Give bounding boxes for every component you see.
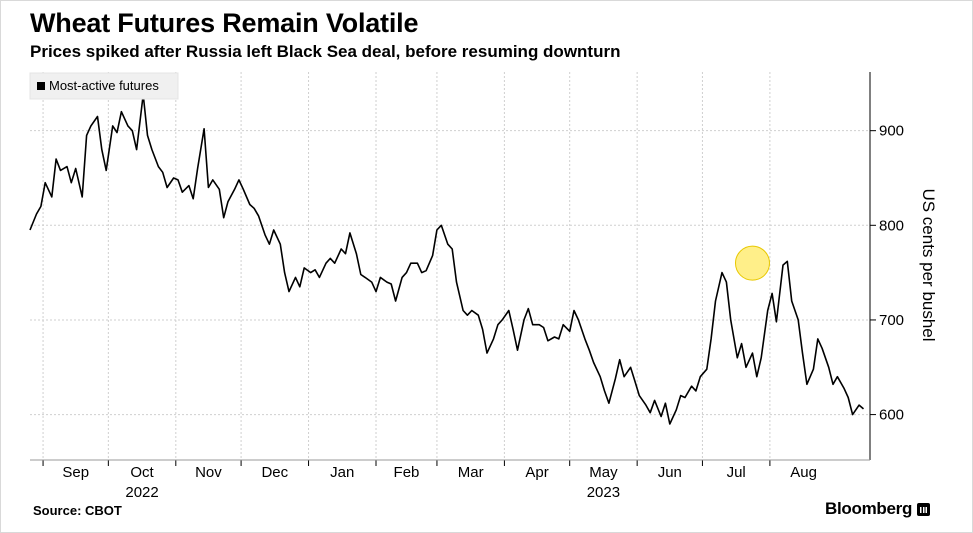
chart-title: Wheat Futures Remain Volatile [30,8,419,38]
x-tick-label: Aug [790,464,817,481]
x-tick-label: Apr [525,464,548,481]
x-tick-label: Jan [330,464,354,481]
highlight-marker [734,245,770,281]
x-tick-label: Sep [62,464,89,481]
y-axis-label: US cents per bushel [919,188,938,341]
y-tick-label: 900 [879,123,904,140]
y-tick-label: 600 [879,407,904,424]
legend-background [29,72,179,100]
y-tick-label: 800 [879,217,904,234]
x-tick-label: Jun [658,464,682,481]
series-line-most-active-futures [29,93,865,425]
highlight-layer [734,245,770,281]
y-tick-label: 700 [879,312,904,329]
axis-layer: 600 700 800 900 Sep Oct Nov Dec Jan Feb Mar Apr May J… [30,72,904,501]
x-tick-label: Oct [130,464,154,481]
x-tick-label: Mar [458,464,484,481]
x-tick-label: May [589,464,618,481]
x-tick-label: Jul [727,464,746,481]
grid-layer [30,72,870,460]
x-tick-label: Nov [195,464,222,481]
x-tick-label: Feb [394,464,420,481]
year-label: 2023 [587,484,620,501]
x-tick-label: Dec [261,464,288,481]
legend-label: Most-active futures [49,78,159,93]
year-label: 2022 [125,484,158,501]
chart-subtitle: Prices spiked after Russia left Black Se… [30,42,621,61]
source-note: Source: CBOT [33,503,122,518]
brand-logo: Bloomberg [825,499,931,519]
legend: Most-active futures [29,72,179,100]
series-layer [29,93,865,425]
bloomberg-chart-icon [917,502,931,516]
legend-swatch [37,82,45,90]
brand-name: Bloomberg [825,499,913,518]
